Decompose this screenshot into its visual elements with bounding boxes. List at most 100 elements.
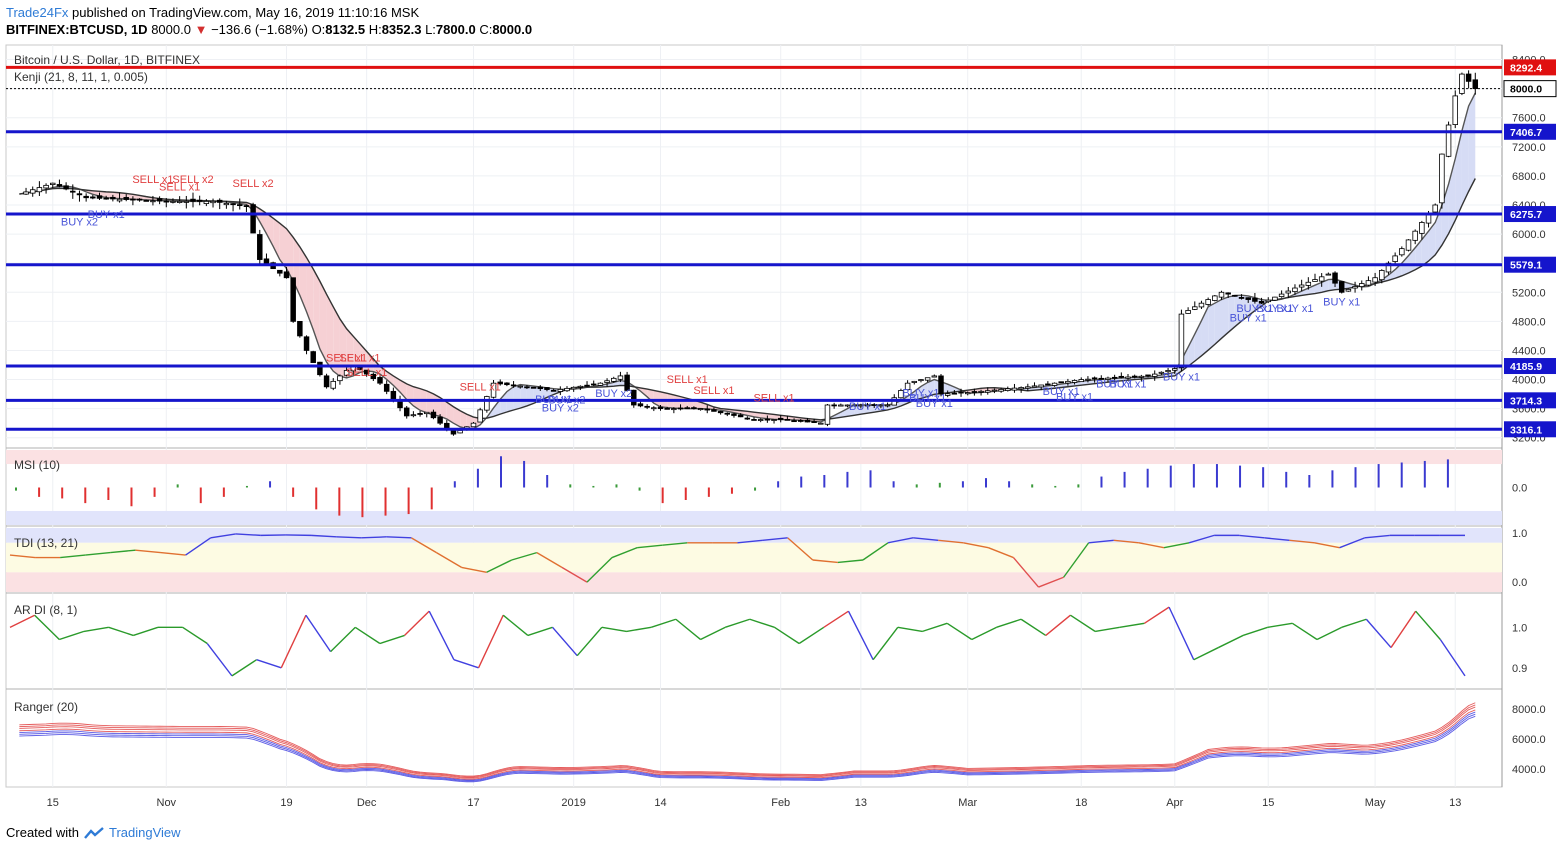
ardi-y-tick-label: 1.0 xyxy=(1512,622,1527,634)
ardi-line-segment xyxy=(1094,626,1120,633)
ardi-line-segment xyxy=(922,622,948,633)
kenji-cloud-segment xyxy=(1415,239,1422,270)
ardi-line-segment xyxy=(453,659,479,669)
tdi-line-segment xyxy=(561,566,588,583)
ardi-line-segment xyxy=(231,659,257,677)
tdi-line-segment xyxy=(963,542,989,549)
candle-body xyxy=(130,198,136,201)
candle-body xyxy=(1198,302,1205,308)
candle-body xyxy=(1258,300,1265,304)
candle-body xyxy=(1472,79,1479,90)
tdi-line-segment xyxy=(135,549,161,554)
candle-body xyxy=(1151,373,1158,377)
tdi-line-segment xyxy=(1063,542,1090,578)
x-tick-label: Nov xyxy=(157,797,177,809)
tdi-line-segment xyxy=(887,537,914,544)
candle-body xyxy=(604,380,610,383)
candle-body xyxy=(831,404,837,407)
candle-body xyxy=(1125,376,1131,379)
ranger-y-tick-label: 8000.0 xyxy=(1512,704,1546,716)
candle-body xyxy=(43,184,49,189)
sell-signal-label: SELL x1 xyxy=(132,174,173,186)
buy-signal-label: BUY x1 xyxy=(1276,303,1313,315)
candle-body xyxy=(1138,375,1145,378)
candle-body xyxy=(824,404,831,425)
candle-body xyxy=(1285,290,1292,294)
candle-body xyxy=(310,351,316,363)
candle-body xyxy=(370,373,377,380)
candle-body xyxy=(985,390,991,393)
candle-body xyxy=(470,422,477,428)
low-label: L: xyxy=(425,22,436,37)
sell-signal-label: SELL x1 xyxy=(460,381,501,393)
candle-body xyxy=(544,387,550,390)
candle-body xyxy=(1252,297,1258,302)
kenji-cloud-segment xyxy=(860,405,868,415)
x-tick-label: 2019 xyxy=(561,797,585,809)
candle-body xyxy=(150,200,156,203)
tdi-pane-title: TDI (13, 21) xyxy=(14,536,78,550)
kenji-cloud-segment xyxy=(767,413,775,420)
ardi-line-segment xyxy=(626,626,652,633)
candle-body xyxy=(1365,280,1372,286)
ardi-line-segment xyxy=(477,614,504,669)
kenji-cloud-segment xyxy=(1188,334,1195,367)
sell-signal-label: SELL x1 xyxy=(326,352,367,364)
kenji-cloud-segment xyxy=(1395,263,1402,279)
candle-body xyxy=(1045,383,1051,386)
level-price-tag xyxy=(1504,421,1556,438)
candle-body xyxy=(210,200,216,204)
tdi-line-segment xyxy=(85,551,111,556)
candle-body xyxy=(651,407,657,410)
candle-body xyxy=(1212,295,1218,301)
candle-body xyxy=(1192,306,1198,310)
candle-body xyxy=(403,407,410,417)
candle-body xyxy=(851,404,857,407)
candle-body xyxy=(29,189,36,194)
kenji-cloud-segment xyxy=(914,386,921,401)
candle-body xyxy=(911,380,918,383)
y-tick-label: 6800.0 xyxy=(1512,171,1546,183)
ardi-line-segment xyxy=(823,610,849,628)
tdi-line-segment xyxy=(988,547,1014,559)
candle-body xyxy=(290,277,296,322)
candle-body xyxy=(844,404,851,407)
ardi-line-segment xyxy=(1168,606,1195,660)
y-tick-label: 6000.0 xyxy=(1512,229,1546,241)
candle-body xyxy=(717,411,724,414)
kenji-fast-line xyxy=(19,92,1476,430)
tdi-upper-zone xyxy=(6,528,1502,543)
kenji-cloud-segment xyxy=(653,390,661,407)
ardi-pane-title: AR DI (8, 1) xyxy=(14,603,77,617)
candle-body xyxy=(1325,273,1332,276)
author-link[interactable]: Trade24Fx xyxy=(6,5,69,20)
candle-body xyxy=(1232,294,1238,297)
ardi-line-segment xyxy=(1218,634,1244,649)
candle-body xyxy=(1098,377,1105,380)
tradingview-logo-icon xyxy=(84,826,104,839)
kenji-cloud-segment xyxy=(520,384,527,409)
publish-header: Trade24Fx published on TradingView.com, … xyxy=(6,4,419,22)
ardi-line-segment xyxy=(256,659,282,669)
ardi-line-segment xyxy=(946,622,973,641)
ardi-line-segment xyxy=(601,626,627,633)
candle-body xyxy=(1025,386,1031,389)
level-price-tag xyxy=(1504,206,1556,223)
buy-signal-label: BUY x1 xyxy=(1256,303,1293,315)
ardi-line-segment xyxy=(897,626,923,633)
tradingview-brand[interactable]: TradingView xyxy=(108,825,181,840)
ardi-line-segment xyxy=(1439,639,1466,677)
candle-body xyxy=(818,422,824,425)
x-tick-label: 13 xyxy=(1449,797,1461,809)
ardi-line-segment xyxy=(1242,626,1268,637)
ardi-line-segment xyxy=(1193,646,1219,661)
candle-body xyxy=(76,193,83,196)
level-price-label: 8292.4 xyxy=(1510,62,1542,74)
ardi-line-segment xyxy=(404,610,430,636)
candle-body xyxy=(1118,375,1125,378)
candle-body xyxy=(524,386,530,389)
symbol-name: BITFINEX:BTCUSD, 1D xyxy=(6,22,148,37)
kenji-cloud-segment xyxy=(446,402,454,424)
candle-body xyxy=(216,199,223,203)
